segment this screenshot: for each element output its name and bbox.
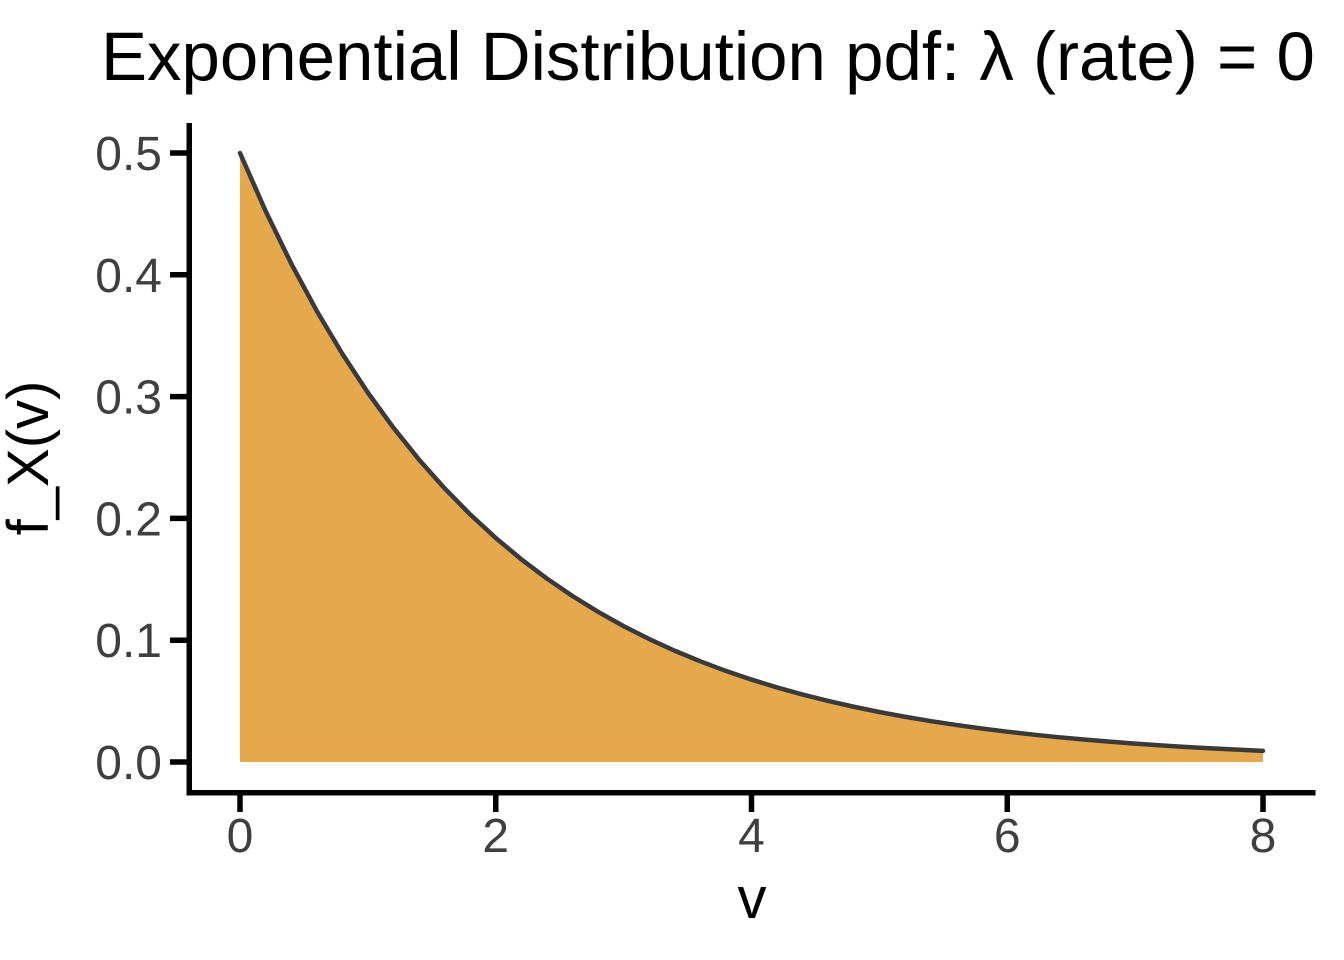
y-tick-label: 0.4: [95, 250, 162, 303]
x-tick-label: 8: [1250, 810, 1277, 863]
y-tick-label: 0.0: [95, 737, 162, 790]
y-tick-label: 0.5: [95, 128, 162, 181]
y-tick-label: 0.1: [95, 615, 162, 668]
x-tick-label: 0: [227, 810, 254, 863]
x-axis-tick-labels: 0 2 4 6 8: [227, 810, 1277, 863]
x-axis-ticks: [237, 795, 1266, 812]
x-tick-label: 4: [738, 810, 765, 863]
x-tick-label: 6: [994, 810, 1021, 863]
pdf-curve: [237, 150, 1266, 754]
y-axis-line: [186, 123, 192, 796]
y-tick-label: 0.2: [95, 493, 162, 546]
y-axis-tick-labels: 0.0 0.1 0.2 0.3 0.4 0.5: [95, 128, 162, 790]
x-tick-label: 2: [482, 810, 509, 863]
y-axis-ticks: [170, 150, 187, 765]
x-axis-line: [186, 790, 1316, 796]
y-axis-title: f_X(v): [0, 381, 61, 536]
chart-title: Exponential Distribution pdf: λ (rate) =…: [101, 18, 1315, 95]
y-tick-label: 0.3: [95, 372, 162, 425]
pdf-area-fill: [240, 153, 1263, 762]
x-axis-title: v: [738, 866, 767, 931]
